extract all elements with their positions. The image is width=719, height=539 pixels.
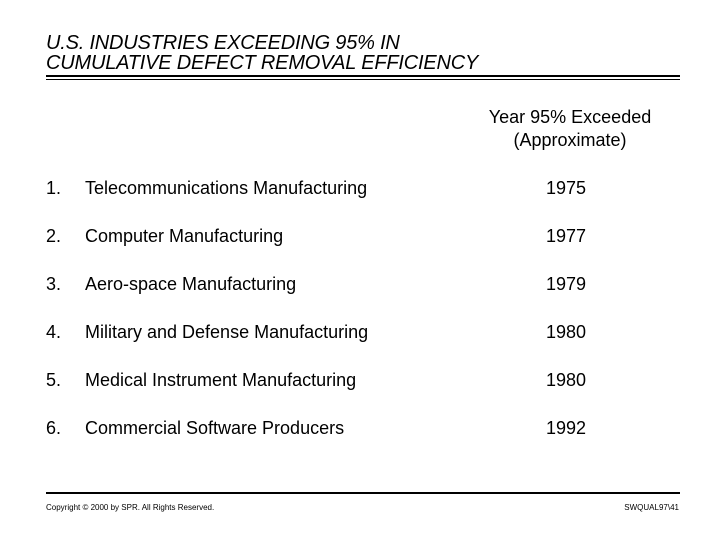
footer-rule <box>46 492 680 494</box>
slide-id: SWQUAL97\41 <box>624 503 679 512</box>
industry-name: Military and Defense Manufacturing <box>85 322 369 342</box>
slide-title: U.S. INDUSTRIES EXCEEDING 95% IN CUMULAT… <box>46 33 478 73</box>
year-column-header-line-2: (Approximate) <box>513 130 627 150</box>
list-item: 3. Aero-space Manufacturing 1979 <box>46 272 686 320</box>
item-number: 2. <box>46 226 62 246</box>
copyright-notice: Copyright © 2000 by SPR. All Rights Rese… <box>46 503 215 512</box>
slide-title-line-2: CUMULATIVE DEFECT REMOVAL EFFICIENCY <box>46 52 479 74</box>
item-number: 6. <box>46 418 62 438</box>
year-value: 1977 <box>546 226 587 246</box>
industry-name: Telecommunications Manufacturing <box>85 178 368 198</box>
year-value: 1975 <box>546 178 587 198</box>
industry-name: Commercial Software Producers <box>85 418 345 438</box>
list-item: 6. Commercial Software Producers 1992 <box>46 416 686 464</box>
list-item: 4. Military and Defense Manufacturing 19… <box>46 320 686 368</box>
slide-title-line-1: U.S. INDUSTRIES EXCEEDING 95% IN <box>46 32 400 54</box>
industry-name: Aero-space Manufacturing <box>85 274 297 294</box>
list-item: 5. Medical Instrument Manufacturing 1980 <box>46 368 686 416</box>
title-rule-thin <box>46 79 680 80</box>
year-value: 1979 <box>546 274 587 294</box>
industry-name: Medical Instrument Manufacturing <box>85 370 357 390</box>
industry-list: 1. Telecommunications Manufacturing 1975… <box>46 176 686 464</box>
year-column-header: Year 95% Exceeded (Approximate) <box>450 106 690 152</box>
item-number: 1. <box>46 178 62 198</box>
title-rule-thick <box>46 75 680 77</box>
year-value: 1992 <box>546 418 587 438</box>
item-number: 3. <box>46 274 62 294</box>
year-value: 1980 <box>546 322 587 342</box>
item-number: 4. <box>46 322 62 342</box>
item-number: 5. <box>46 370 62 390</box>
year-value: 1980 <box>546 370 587 390</box>
year-column-header-line-1: Year 95% Exceeded <box>488 107 652 127</box>
list-item: 1. Telecommunications Manufacturing 1975 <box>46 176 686 224</box>
list-item: 2. Computer Manufacturing 1977 <box>46 224 686 272</box>
industry-name: Computer Manufacturing <box>85 226 284 246</box>
